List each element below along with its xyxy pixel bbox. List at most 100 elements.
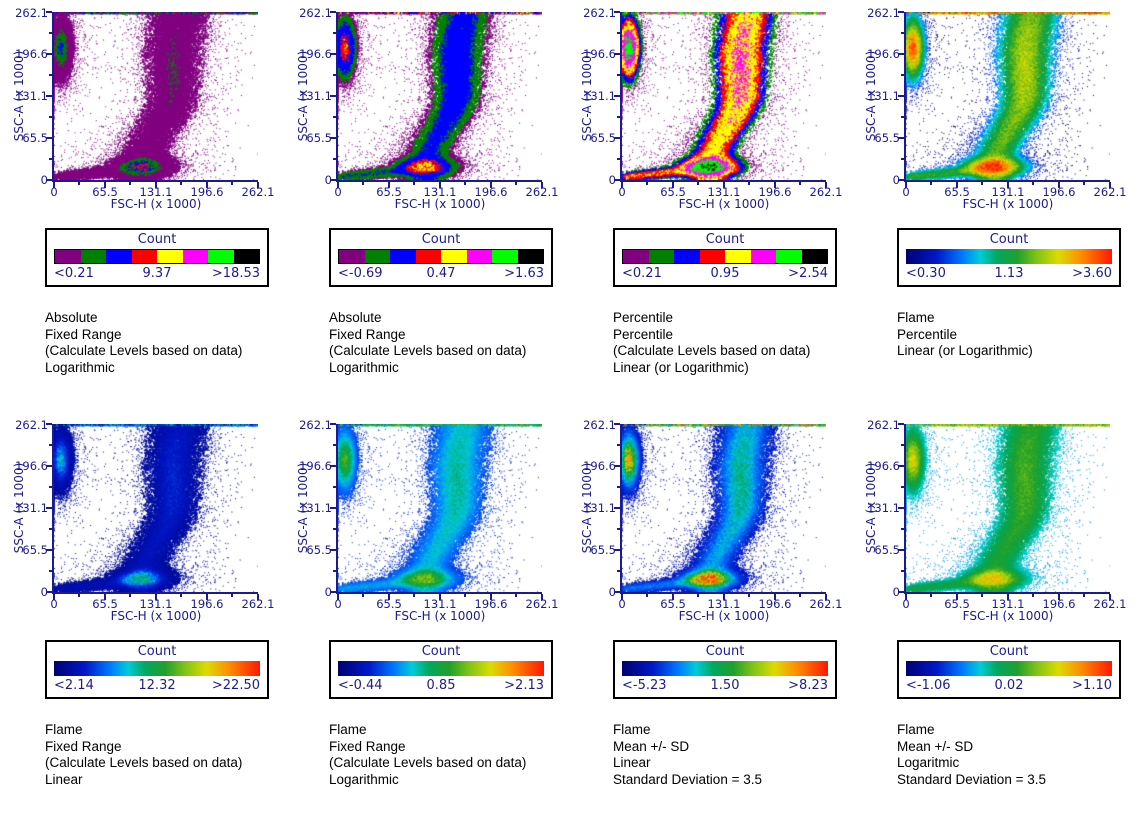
y-tick-label: 131.1 (15, 501, 48, 515)
color-scale-bar (622, 661, 828, 676)
density-plot: SSC-A (x 1000) 262.1 196.6 131.1 65.5 0 … (576, 4, 860, 216)
legend-mid-value: 9.37 (142, 266, 172, 281)
legend-title: Count (421, 644, 461, 659)
x-tick-label: 0 (50, 185, 58, 199)
density-scatter-canvas (906, 424, 1110, 592)
x-axis-label: FSC-H (x 1000) (678, 609, 770, 623)
legend-title: Count (137, 644, 177, 659)
panel-settings-caption: Flame Percentile Linear (or Logarithmic) (897, 310, 1033, 358)
y-tick-label: 65.5 (874, 131, 900, 145)
x-tick-label: 131.1 (991, 597, 1025, 611)
y-tick-label: 0 (608, 173, 616, 187)
count-legend: Count <0.21 0.95 >2.54 (613, 228, 837, 287)
plot-area (620, 424, 826, 594)
plot-area (904, 424, 1110, 594)
x-tick-label: 0 (618, 597, 626, 611)
x-tick-label: 196.6 (474, 185, 508, 199)
x-tick-label: 262.1 (1093, 185, 1127, 199)
panel-settings-caption: Absolute Fixed Range (Calculate Levels b… (329, 310, 527, 375)
panel-4: SSC-A (x 1000) 262.1 196.6 131.1 65.5 0 … (860, 4, 1138, 416)
panel-8: SSC-A (x 1000) 262.1 196.6 131.1 65.5 0 … (860, 416, 1138, 816)
legend-mid-value: 12.32 (138, 678, 176, 693)
y-tick-label: 131.1 (867, 501, 900, 515)
x-tick-label: 131.1 (139, 185, 173, 199)
y-tick-label: 196.6 (583, 459, 616, 473)
count-legend: Count <0.30 1.13 >3.60 (897, 228, 1121, 287)
panel-settings-caption: Percentile Percentile (Calculate Levels … (613, 310, 811, 375)
y-tick-label: 131.1 (299, 89, 332, 103)
y-tick-label: 0 (40, 585, 48, 599)
x-axis-label: FSC-H (x 1000) (394, 609, 486, 623)
legend-min-value: <2.14 (54, 678, 94, 693)
density-plot: SSC-A (x 1000) 262.1 196.6 131.1 65.5 0 … (8, 416, 292, 628)
x-tick-label: 196.6 (758, 185, 792, 199)
count-legend: Count <-1.06 0.02 >1.10 (897, 640, 1121, 699)
legend-min-value: <-0.44 (338, 678, 383, 693)
density-scatter-canvas (906, 12, 1110, 180)
x-tick-label: 0 (902, 185, 910, 199)
y-tick-label: 196.6 (15, 47, 48, 61)
x-tick-label: 0 (334, 185, 342, 199)
legend-max-value: >8.23 (788, 678, 828, 693)
legend-title: Count (705, 232, 745, 247)
x-tick-label: 0 (902, 597, 910, 611)
x-axis-label: FSC-H (x 1000) (962, 609, 1054, 623)
y-tick-label: 0 (324, 173, 332, 187)
x-tick-label: 0 (50, 597, 58, 611)
y-tick-label: 262.1 (867, 418, 900, 432)
y-tick-label: 65.5 (22, 543, 48, 557)
x-tick-label: 196.6 (1042, 597, 1076, 611)
y-tick-label: 196.6 (583, 47, 616, 61)
color-scale-bar (622, 249, 828, 264)
x-tick-label: 262.1 (525, 185, 559, 199)
density-plot: SSC-A (x 1000) 262.1 196.6 131.1 65.5 0 … (860, 4, 1138, 216)
count-legend: Count <-5.23 1.50 >8.23 (613, 640, 837, 699)
legend-mid-value: 0.85 (426, 678, 456, 693)
density-plot: SSC-A (x 1000) 262.1 196.6 131.1 65.5 0 … (292, 4, 576, 216)
count-legend: Count <-0.69 0.47 >1.63 (329, 228, 553, 287)
y-tick-label: 196.6 (15, 459, 48, 473)
x-tick-label: 65.5 (944, 185, 970, 199)
x-tick-label: 196.6 (1042, 185, 1076, 199)
color-scale-bar (906, 249, 1112, 264)
y-tick-label: 0 (892, 173, 900, 187)
legend-min-value: <0.21 (622, 266, 662, 281)
x-tick-label: 262.1 (809, 597, 843, 611)
legend-min-value: <0.30 (906, 266, 946, 281)
density-plot: SSC-A (x 1000) 262.1 196.6 131.1 65.5 0 … (292, 416, 576, 628)
y-tick-label: 65.5 (874, 543, 900, 557)
legend-mid-value: 1.13 (994, 266, 1024, 281)
y-tick-label: 0 (40, 173, 48, 187)
panel-7: SSC-A (x 1000) 262.1 196.6 131.1 65.5 0 … (576, 416, 860, 816)
x-axis-label: FSC-H (x 1000) (394, 197, 486, 211)
x-tick-label: 65.5 (92, 597, 118, 611)
legend-max-value: >1.63 (504, 266, 544, 281)
plot-area (336, 424, 542, 594)
legend-max-value: >2.54 (788, 266, 828, 281)
y-tick-label: 196.6 (867, 47, 900, 61)
panel-1: SSC-A (x 1000) 262.1 196.6 131.1 65.5 0 … (8, 4, 292, 416)
y-tick-label: 131.1 (15, 89, 48, 103)
legend-min-value: <-0.69 (338, 266, 383, 281)
panel-settings-caption: Flame Mean +/- SD Linear Standard Deviat… (613, 722, 762, 787)
density-scatter-canvas (54, 12, 258, 180)
x-tick-label: 65.5 (660, 185, 686, 199)
x-tick-label: 131.1 (423, 185, 457, 199)
x-tick-label: 131.1 (139, 597, 173, 611)
panel-3: SSC-A (x 1000) 262.1 196.6 131.1 65.5 0 … (576, 4, 860, 416)
y-tick-label: 262.1 (299, 6, 332, 20)
density-scatter-canvas (622, 424, 826, 592)
plot-area (336, 12, 542, 182)
density-plot: SSC-A (x 1000) 262.1 196.6 131.1 65.5 0 … (576, 416, 860, 628)
x-tick-label: 262.1 (809, 185, 843, 199)
y-tick-label: 65.5 (22, 131, 48, 145)
density-plot: SSC-A (x 1000) 262.1 196.6 131.1 65.5 0 … (860, 416, 1138, 628)
x-tick-label: 196.6 (190, 185, 224, 199)
x-axis-label: FSC-H (x 1000) (678, 197, 770, 211)
y-tick-label: 0 (608, 585, 616, 599)
y-tick-label: 262.1 (583, 6, 616, 20)
x-tick-label: 131.1 (707, 185, 741, 199)
legend-title: Count (989, 232, 1029, 247)
panel-settings-caption: Absolute Fixed Range (Calculate Levels b… (45, 310, 243, 375)
panel-settings-caption: Flame Fixed Range (Calculate Levels base… (45, 722, 243, 787)
